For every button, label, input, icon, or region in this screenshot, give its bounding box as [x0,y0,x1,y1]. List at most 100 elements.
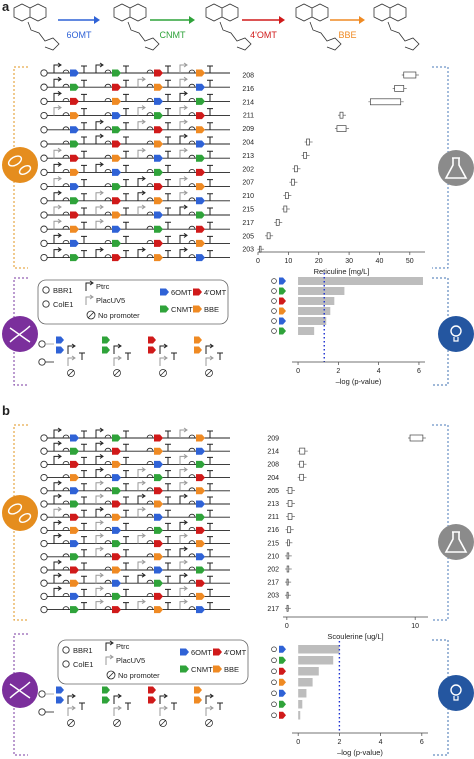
combo-no-promoter-slash [159,719,167,727]
promoter-arrow [137,535,144,544]
category-label: 202 [267,567,279,574]
rbs [104,500,112,505]
bar-origin-glyph [271,679,277,685]
gene-arrow [70,197,79,205]
combo-no-promoter [67,369,75,377]
rbs [146,500,154,505]
x-tick-label: 50 [406,258,414,265]
combo-gene [194,686,202,694]
combo-gene [148,686,156,694]
rbs [104,211,112,216]
bar-origin-glyph [271,318,277,324]
box [299,447,306,455]
origin [40,111,48,120]
combo-promoter [67,707,74,716]
legend-gene-label: CNMT [171,305,193,314]
terminator [123,483,129,491]
gene-arrow [112,225,121,233]
promoter-arrow-head [183,176,188,182]
rbs [104,540,112,544]
promoter-arrow-head [57,218,62,224]
promoter-arrow-head [57,247,62,253]
side-chain [387,21,420,51]
combo-no-promoter [205,369,213,377]
promoter-arrow-head [57,585,62,591]
promoter-arrow-head [57,232,62,238]
rbs [146,474,154,478]
box [369,98,402,106]
promoter-arrow-head [141,467,146,473]
rbs [188,183,196,187]
gene-arrow [196,540,205,548]
terminator [207,575,213,584]
reaction-arrow-head [279,16,285,24]
origin [40,460,48,469]
gene-arrow [112,540,121,548]
rbs [188,474,196,478]
origin [40,83,48,91]
origin [40,126,48,134]
terminator [165,549,171,557]
category-label: 203 [242,247,254,254]
side-chain [309,21,342,51]
terminator [81,496,87,504]
gene-arrow [196,566,205,574]
combinations-panel-a [38,336,223,377]
terminator [123,250,129,258]
promoter-arrow [179,107,186,116]
promoter-arrow-head [99,572,104,578]
terminator [81,150,87,159]
rbs [104,69,112,74]
rbs [146,527,154,531]
legend-gene-arrow [213,648,222,656]
gene-arrow [112,566,121,574]
combo-gene [56,696,64,704]
terminator [207,150,213,159]
x-tick-label: 30 [345,258,353,265]
panel-a-label: a [2,0,10,14]
bar-origin-glyph [271,690,277,696]
no-promoter-slash [87,311,95,319]
rbs [62,126,70,130]
promoter-arrow [95,482,102,491]
legend-origin-cole1 [62,660,70,668]
box [286,604,289,612]
bar-origin-glyph [271,328,277,334]
promoter-arrow [53,508,60,518]
origin [40,566,48,574]
promoter-arrow [179,234,186,244]
reaction-arrow-head [189,16,195,24]
bar-origin-glyph [271,298,277,304]
rbs [146,126,154,130]
origin [40,182,48,191]
ring-structure [13,3,47,22]
promoter-arrow [95,601,102,610]
combo-promoter-head [163,355,168,361]
gene-arrow [70,126,79,134]
promoter-arrow-head [99,133,104,139]
promoter-arrow [137,178,144,187]
promoter-arrow [53,220,60,230]
terminator [165,221,171,230]
gene-arrow [112,434,121,442]
gene-arrow [112,112,121,120]
construct-row [40,218,230,233]
rbs [188,606,196,610]
promoter-arrow [137,508,144,518]
terminator [123,536,129,544]
gene-arrow [112,97,121,105]
terminator [165,179,171,187]
rbs [62,513,70,518]
promoter-arrow-head [99,599,104,605]
rbs [146,240,154,244]
origin [40,487,48,495]
rbs [62,169,70,173]
combo-no-promoter [67,719,75,727]
x-tick-label: 10 [411,623,419,630]
terminator [207,470,213,478]
category-label: 203 [267,593,279,600]
combo-promoter [205,357,212,366]
gene-arrow [154,540,163,548]
origin [40,197,48,205]
category-label: 215 [242,207,254,214]
